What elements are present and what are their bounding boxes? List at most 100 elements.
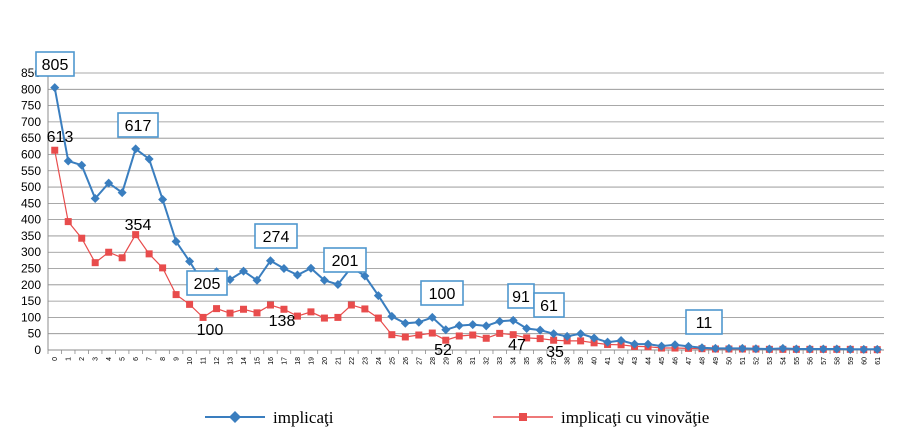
x-tick-label: 16 (268, 357, 275, 365)
x-tick-label: 28 (430, 357, 437, 365)
x-tick-label: 1 (66, 357, 73, 361)
data-point-implicati (319, 275, 329, 285)
data-point-implicati-cu-vinovatie (496, 329, 504, 337)
data-point-implicati (144, 154, 154, 164)
x-tick-label: 15 (255, 357, 262, 365)
data-point-implicati (724, 343, 734, 353)
x-tick-label: 48 (699, 357, 706, 365)
x-tick-label: 23 (362, 357, 369, 365)
data-point-implicati (481, 321, 491, 331)
x-tick-label: 59 (848, 357, 855, 365)
x-tick-label: 10 (187, 357, 194, 365)
x-tick-label: 26 (403, 357, 410, 365)
x-tick-label: 47 (686, 357, 693, 365)
data-point-implicati (683, 341, 693, 351)
x-tick-label: 4 (106, 357, 113, 361)
x-axis-ticks: 0 1 2 3 4 5 6 7 8 9 10 11 12 13 14 15 16 17 18 19 20 21 22 23 24… (47, 350, 882, 365)
data-point-implicati-cu-vinovatie (132, 231, 140, 239)
data-point-implicati (805, 344, 815, 354)
data-point-implicati (603, 337, 613, 347)
data-point-implicati-cu-vinovatie (213, 305, 221, 313)
x-tick-label: 25 (389, 357, 396, 365)
x-tick-label: 36 (538, 357, 545, 365)
series-line-implicati (53, 87, 878, 351)
data-point-implicati-cu-vinovatie (482, 334, 490, 342)
x-tick-label: 53 (767, 357, 774, 365)
data-point-implicati (414, 317, 424, 327)
data-point-implicati (279, 264, 289, 274)
y-tick-label: 50 (28, 327, 42, 341)
y-tick-label: 100 (21, 310, 41, 324)
data-point-implicati-cu-vinovatie (172, 291, 180, 299)
x-tick-label: 13 (228, 357, 235, 365)
x-tick-label: 24 (376, 357, 383, 365)
data-point-implicati (400, 318, 410, 328)
data-point-implicati (764, 344, 774, 354)
x-tick-label: 52 (753, 357, 760, 365)
data-point-implicati-cu-vinovatie (590, 339, 598, 347)
x-tick-label: 3 (93, 357, 100, 361)
x-tick-label: 42 (619, 357, 626, 365)
x-tick-label: 27 (416, 357, 423, 365)
data-point-implicati (441, 325, 451, 335)
data-point-implicati (778, 343, 788, 353)
data-point-implicati-cu-vinovatie (347, 301, 355, 309)
data-label: 100 (429, 286, 456, 303)
data-point-implicati (63, 156, 73, 166)
data-point-implicati-cu-vinovatie (361, 305, 369, 313)
x-tick-label: 22 (349, 357, 356, 365)
legend-item-implicati-cu-vinovatie: implicaţi cu vinovăţie (493, 408, 709, 427)
data-point-implicati-cu-vinovatie (266, 301, 274, 309)
x-tick-label: 34 (511, 357, 518, 365)
data-point-implicati-cu-vinovatie (293, 312, 301, 320)
x-tick-label: 58 (834, 357, 841, 365)
x-tick-label: 43 (632, 357, 639, 365)
data-point-implicati-cu-vinovatie (388, 331, 396, 339)
x-tick-label: 19 (308, 357, 315, 365)
x-tick-label: 9 (174, 357, 181, 361)
data-point-implicati (697, 343, 707, 353)
x-tick-label: 11 (201, 357, 208, 364)
series-group (50, 83, 882, 354)
grid-lines (48, 72, 884, 335)
x-tick-label: 38 (565, 357, 572, 365)
data-point-implicati-cu-vinovatie (307, 308, 315, 316)
annotation-box (254, 223, 298, 249)
data-label: 52 (434, 342, 452, 359)
x-tick-label: 49 (713, 357, 720, 365)
legend-item-implicati: implicaţi (205, 408, 334, 427)
data-point-implicati (117, 188, 127, 198)
legend-marker-diamond-icon (229, 411, 241, 423)
data-label: 91 (512, 289, 530, 306)
x-tick-label: 6 (133, 357, 140, 361)
data-point-implicati-cu-vinovatie (145, 250, 153, 258)
y-tick-label: 600 (21, 147, 41, 161)
data-point-implicati (535, 325, 545, 335)
data-point-implicati (589, 333, 599, 343)
data-point-implicati (104, 178, 114, 188)
data-point-implicati (818, 344, 828, 354)
data-point-implicati-cu-vinovatie (240, 305, 248, 313)
data-point-implicati (751, 344, 761, 354)
x-tick-label: 54 (780, 357, 787, 365)
data-point-implicati (657, 341, 667, 351)
data-point-implicati-cu-vinovatie (442, 336, 450, 344)
annotation-box (323, 247, 367, 273)
data-point-implicati-cu-vinovatie (577, 337, 585, 345)
legend-label-implicati: implicaţi (273, 408, 334, 427)
data-point-implicati-cu-vinovatie (563, 337, 571, 345)
data-point-implicati (832, 344, 842, 354)
data-point-implicati (468, 320, 478, 330)
x-tick-label: 0 (52, 357, 59, 361)
data-label: 35 (546, 344, 564, 361)
data-point-implicati (549, 329, 559, 339)
y-tick-label: 350 (21, 229, 41, 243)
data-point-implicati (495, 316, 505, 326)
data-label: 61 (540, 298, 558, 315)
data-label: 47 (508, 337, 526, 354)
data-point-implicati-cu-vinovatie (118, 254, 126, 262)
annotation-box (420, 280, 464, 306)
data-label: 100 (197, 322, 224, 339)
x-tick-label: 44 (646, 357, 653, 365)
x-tick-label: 7 (147, 357, 154, 361)
